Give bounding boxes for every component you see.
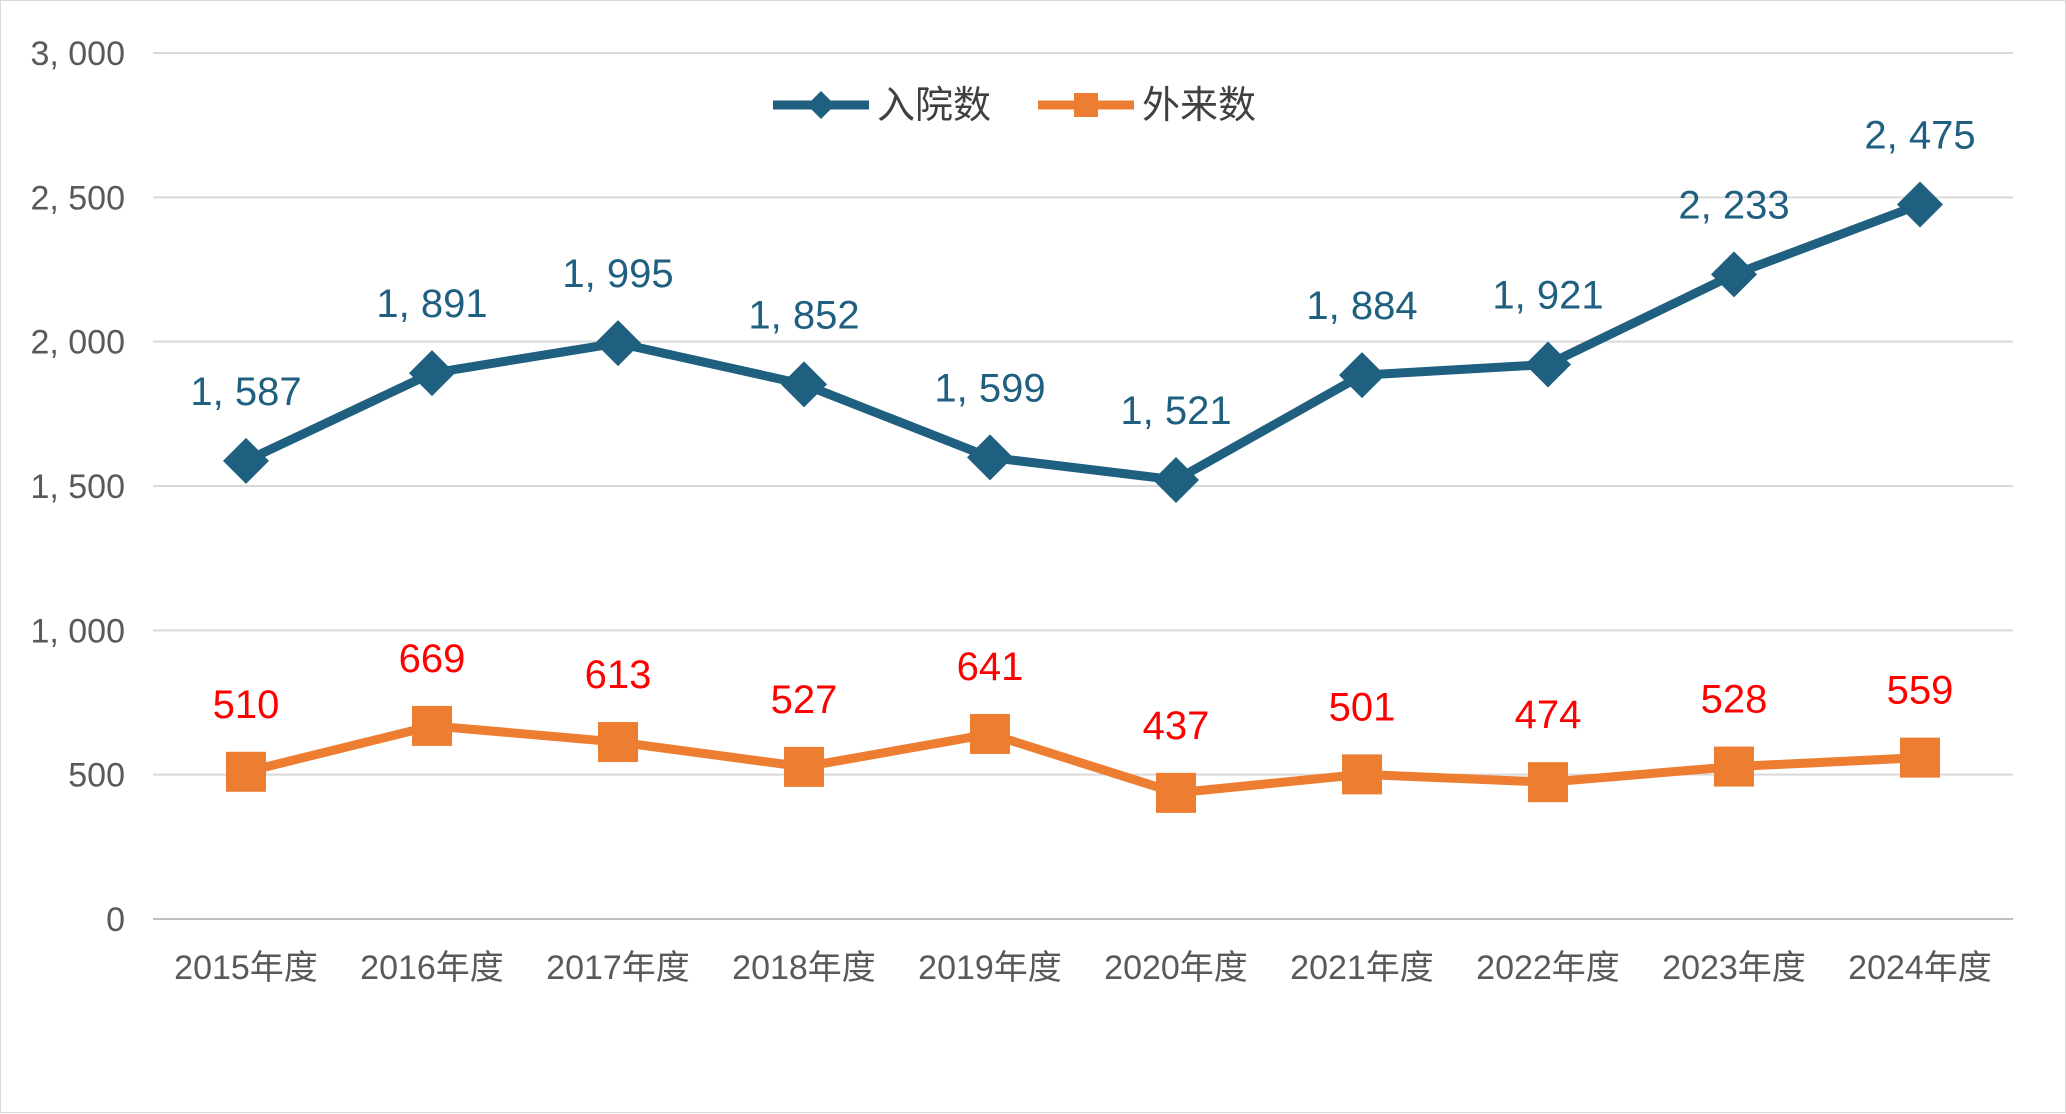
data-label: 1, 884 (1306, 284, 1417, 328)
diamond-marker (1711, 251, 1757, 298)
x-tick-label: 2020年度 (1104, 949, 1248, 987)
data-label: 669 (399, 637, 466, 681)
data-label: 510 (213, 683, 280, 727)
y-tick-label: 500 (68, 757, 125, 795)
data-label: 559 (1887, 669, 1954, 713)
y-tick-label: 1, 000 (30, 612, 125, 650)
square-marker (226, 751, 266, 792)
x-tick-label: 2019年度 (918, 949, 1062, 987)
data-label: 1, 891 (376, 282, 487, 326)
data-label: 1, 587 (190, 370, 301, 414)
data-label: 1, 921 (1492, 273, 1603, 317)
legend: 入院数 外来数 (773, 85, 1256, 127)
x-tick-label: 2017年度 (546, 949, 690, 987)
diamond-marker (1525, 341, 1571, 388)
diamond-marker (1897, 181, 1943, 228)
diamond-marker (1153, 456, 1199, 503)
diamond-marker (409, 350, 455, 397)
y-tick-label: 1, 500 (30, 468, 125, 506)
diamond-marker (1339, 352, 1385, 399)
square-marker (598, 722, 638, 763)
diamond-marker (223, 437, 269, 484)
x-tick-label: 2015年度 (174, 949, 318, 987)
data-label: 2, 233 (1678, 183, 1789, 227)
data-label: 528 (1701, 678, 1768, 722)
y-tick-label: 2, 000 (30, 324, 125, 362)
square-marker (412, 705, 452, 746)
grid-lines (153, 52, 2013, 920)
diamond-marker (967, 434, 1013, 481)
square-marker (1528, 762, 1568, 803)
square-marker (784, 746, 824, 787)
x-axis-labels: 2015年度 2016年度 2017年度 2018年度 2019年度 2020年度 2021… (174, 949, 1992, 987)
data-label: 2, 475 (1864, 114, 1975, 158)
square-marker (970, 713, 1010, 754)
diamond-marker (781, 361, 827, 408)
series-line-1 (244, 200, 1922, 485)
legend-diamond-icon (807, 91, 835, 119)
legend-label: 入院数 (877, 85, 991, 127)
x-tick-label: 2021年度 (1290, 949, 1434, 987)
data-labels: 1, 587 1, 891 1, 995 1, 852 1, 599 1, 521 1, 8… (190, 114, 1975, 748)
square-marker (1156, 772, 1196, 813)
x-tick-label: 2016年度 (360, 949, 504, 987)
x-tick-label: 2018年度 (732, 949, 876, 987)
diamond-marker (595, 320, 641, 367)
data-label: 437 (1143, 704, 1210, 748)
series-markers (223, 181, 1943, 813)
data-label: 501 (1329, 685, 1396, 729)
square-marker (1714, 746, 1754, 787)
square-marker (1900, 737, 1940, 778)
data-label: 641 (957, 645, 1024, 689)
legend-square-icon (1074, 93, 1098, 117)
series-line-2 (244, 721, 1921, 798)
square-marker (1342, 754, 1382, 795)
x-tick-label: 2024年度 (1848, 949, 1992, 987)
data-label: 1, 995 (562, 252, 673, 296)
data-label: 613 (585, 653, 652, 697)
x-tick-label: 2023年度 (1662, 949, 1806, 987)
series-lines (244, 200, 1922, 798)
y-tick-label: 3, 000 (30, 35, 125, 73)
y-axis-labels: 0 500 1, 000 1, 500 2, 000 2, 500 3, 000 (30, 35, 125, 939)
data-label: 527 (771, 678, 838, 722)
data-label: 474 (1515, 693, 1582, 737)
y-tick-label: 0 (106, 901, 125, 939)
legend-label: 外来数 (1142, 85, 1256, 127)
y-tick-label: 2, 500 (30, 179, 125, 217)
data-label: 1, 599 (934, 366, 1045, 410)
data-label: 1, 521 (1120, 389, 1231, 433)
data-label: 1, 852 (748, 293, 859, 337)
x-tick-label: 2022年度 (1476, 949, 1620, 987)
